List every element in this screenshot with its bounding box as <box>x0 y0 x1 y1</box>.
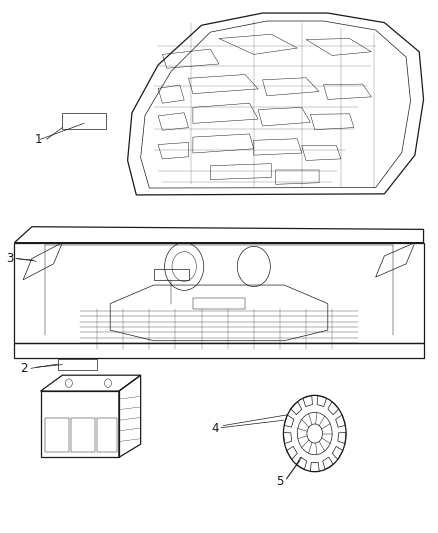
Text: 3: 3 <box>7 252 14 265</box>
Text: 4: 4 <box>211 422 219 435</box>
Text: 1: 1 <box>35 133 42 146</box>
Text: 2: 2 <box>20 362 28 375</box>
Text: 5: 5 <box>276 475 284 488</box>
